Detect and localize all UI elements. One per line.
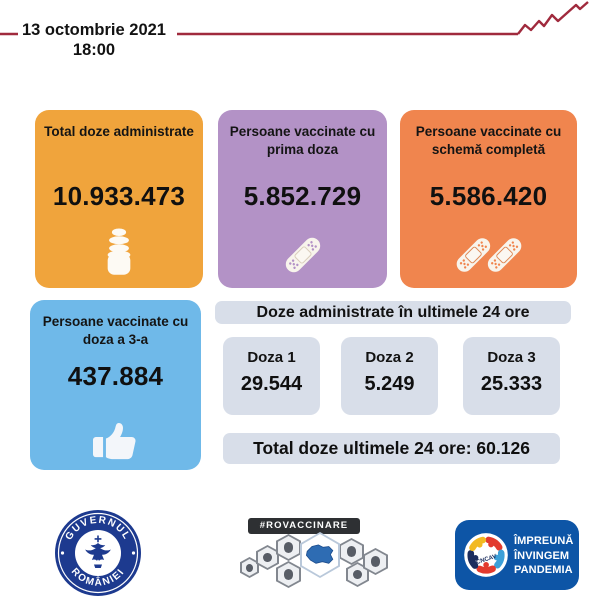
dose2-value: 5.249	[364, 373, 415, 395]
hex-icon	[240, 557, 259, 578]
bandage-icon	[285, 237, 320, 273]
dose3-label: Doza 3	[487, 349, 536, 366]
card-first-dose-title: Persoane vaccinate cu prima doza	[229, 124, 376, 157]
romania-map-hexagon	[300, 532, 340, 578]
trend-line-decoration	[0, 1, 589, 36]
government-of-romania-seal: GUVERNUL ROMÂNIEI	[55, 510, 141, 596]
report-date: 13 octombrie 2021	[22, 21, 166, 39]
last24-total-value: 60.126	[476, 438, 530, 458]
cncav-slogan-line3: PANDEMIA	[514, 564, 573, 576]
report-time: 18:00	[72, 41, 116, 59]
card-full-schedule-value: 5.586.420	[429, 181, 548, 212]
card-total-doses-title: Total doze administrate	[44, 124, 194, 139]
dose1-label: Doza 1	[247, 349, 296, 366]
dose3-card: Doza 3 25.333	[463, 337, 560, 415]
eagle-crest-icon	[85, 535, 111, 568]
card-full-schedule-title: Persoane vaccinate cu schemă completă	[415, 124, 562, 157]
dose1-value: 29.544	[240, 373, 303, 395]
dose1-card: Doza 1 29.544	[223, 337, 320, 415]
cncav-badge: CNCAV ÎMPREUNĂ ÎNVINGEM PANDEMIA	[455, 520, 579, 590]
card-third-dose: Persoane vaccinate cu doza a 3-a 437.884	[30, 300, 201, 470]
card-total-doses-value: 10.933.473	[52, 181, 186, 212]
romania-map-icon	[305, 544, 334, 564]
rovaccinare-hashtag-label: #ROVACCINARE	[248, 518, 360, 534]
last24-title: Doze administrate în ultimele 24 ore	[256, 304, 530, 321]
dose2-card: Doza 2 5.249	[341, 337, 438, 415]
hex-icon	[256, 545, 279, 570]
dose2-label: Doza 2	[365, 349, 414, 366]
card-total-doses: Total doze administrate 10.933.473	[35, 110, 203, 288]
hex-icon	[276, 534, 301, 561]
card-third-dose-value: 437.884	[67, 360, 164, 391]
report-datetime: 13 octombrie 2021 18:00	[13, 20, 175, 60]
card-first-dose: Persoane vaccinate cu prima doza 5.852.7…	[218, 110, 387, 288]
card-full-schedule: Persoane vaccinate cu schemă completă 5.…	[400, 110, 577, 288]
card-third-dose-title: Persoane vaccinate cu doza a 3-a	[42, 314, 189, 347]
card-first-dose-value: 5.852.729	[243, 181, 362, 212]
last24-total-label: Total doze ultimele 24 ore:	[253, 438, 472, 458]
dose3-value: 25.333	[480, 373, 543, 395]
rovaccinare-logo: #ROVACCINARE	[238, 516, 394, 596]
vial-icon	[107, 228, 131, 275]
thumbs-up-icon	[92, 422, 136, 460]
hex-icon	[339, 538, 364, 565]
last24-total-bar: Total doze ultimele 24 ore: 60.126	[223, 433, 560, 464]
hex-icon	[276, 561, 301, 588]
cncav-emblem-icon: CNCAV	[464, 533, 508, 577]
cncav-slogan-line1: ÎMPREUNĂ	[514, 535, 574, 547]
cncav-slogan-line2: ÎNVINGEM	[514, 549, 570, 562]
last24-title-bar: Doze administrate în ultimele 24 ore	[215, 301, 571, 324]
cncav-slogan: ÎMPREUNĂ ÎNVINGEM PANDEMIA	[514, 534, 573, 578]
double-bandage-icon	[456, 238, 521, 272]
